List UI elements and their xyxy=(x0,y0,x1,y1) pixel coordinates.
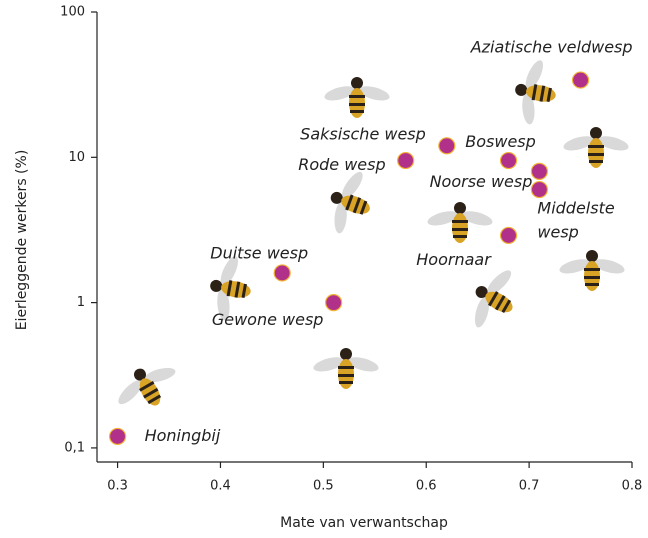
x-axis-title: Mate van verwantschap xyxy=(280,515,448,531)
point-label: Duitse wesp xyxy=(210,243,308,262)
point-label: Middelste wesp xyxy=(537,198,619,241)
point xyxy=(439,138,455,154)
point-label: Boswesp xyxy=(465,132,536,151)
point xyxy=(531,182,547,198)
point xyxy=(398,153,414,169)
x-tick-label: 0.4 xyxy=(210,479,231,494)
point-label: Gewone wesp xyxy=(212,310,324,329)
point xyxy=(501,153,517,169)
point-label: Hoornaar xyxy=(416,250,492,269)
y-tick-label: 10 xyxy=(68,150,85,165)
point-label: Saksische wesp xyxy=(300,124,426,143)
point xyxy=(501,227,517,243)
point xyxy=(326,295,342,311)
chart: Mate van verwantschap Eierleggende werke… xyxy=(0,0,648,538)
x-tick-label: 0.6 xyxy=(416,479,437,494)
y-tick-label: 100 xyxy=(60,5,85,20)
point xyxy=(531,163,547,179)
point xyxy=(110,428,126,444)
point-label: Honingbij xyxy=(145,426,221,445)
point-label: Noorse wesp xyxy=(430,172,533,191)
point-label: Aziatische veldwesp xyxy=(470,38,633,57)
point xyxy=(274,265,290,281)
point xyxy=(573,72,589,88)
x-tick-label: 0.3 xyxy=(107,479,128,494)
x-tick-label: 0.5 xyxy=(313,479,334,494)
x-tick-label: 0.8 xyxy=(622,479,643,494)
point-label: Rode wesp xyxy=(298,155,385,174)
y-axis-title: Eierleggende werkers (%) xyxy=(14,150,30,331)
y-tick-label: 1 xyxy=(77,295,85,310)
x-tick-label: 0.7 xyxy=(519,479,540,494)
y-tick-label: 0,1 xyxy=(64,440,85,455)
